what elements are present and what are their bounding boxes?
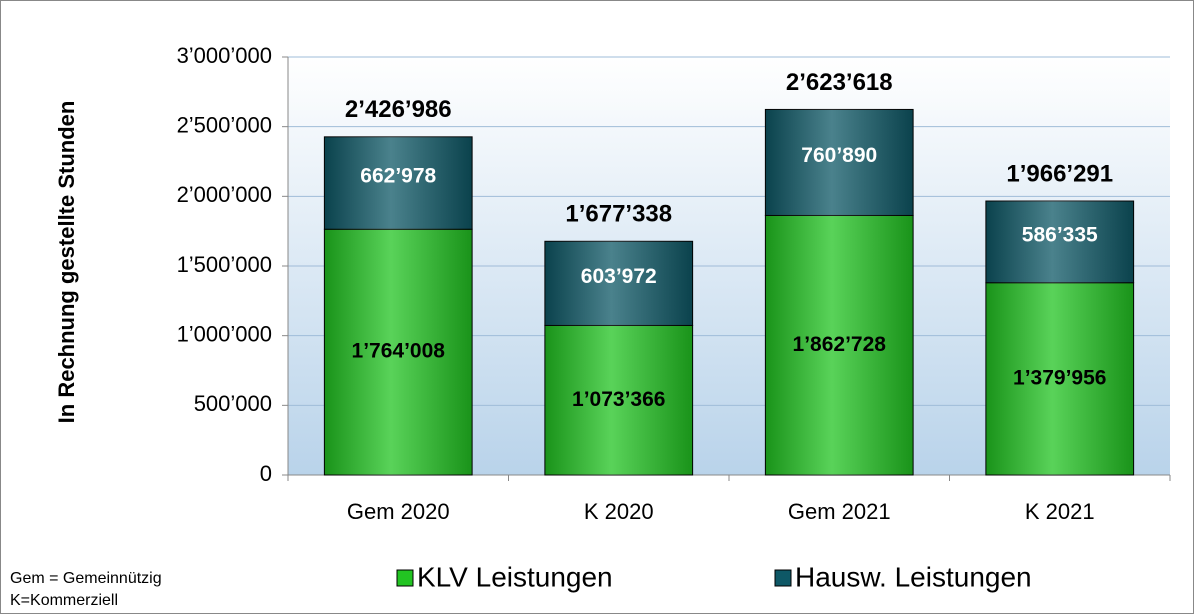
value-label: 662’978 (360, 165, 436, 188)
y-tick-label: 1’500’000 (177, 252, 272, 277)
y-tick-label: 1’000’000 (177, 321, 272, 346)
footnote: K=Kommerziell (10, 592, 118, 609)
y-tick-label: 500’000 (194, 391, 272, 416)
total-label: 1’677’338 (565, 201, 672, 228)
legend-swatch (396, 569, 414, 587)
legend-swatch (774, 569, 792, 587)
legend-label: Hausw. Leistungen (795, 561, 1032, 592)
total-label: 2’623’618 (786, 69, 893, 96)
x-tick-label: Gem 2021 (788, 499, 891, 524)
total-label: 1’966’291 (1006, 160, 1113, 187)
value-label: 1’862’728 (793, 333, 887, 356)
value-label: 1’073’366 (572, 388, 665, 411)
value-label: 760’890 (801, 144, 877, 167)
value-label: 1’379’956 (1013, 366, 1106, 389)
y-tick-label: 3’000’000 (177, 43, 272, 68)
y-tick-label: 2’500’000 (177, 112, 272, 137)
y-tick-label: 0 (260, 461, 272, 486)
value-label: 586’335 (1022, 223, 1098, 246)
legend-label: KLV Leistungen (417, 561, 613, 592)
footnote: Gem = Gemeinnützig (10, 570, 162, 587)
value-label: 603’972 (581, 265, 657, 288)
x-tick-label: Gem 2020 (347, 499, 450, 524)
value-label: 1’764’008 (352, 340, 446, 363)
x-tick-label: K 2020 (584, 499, 654, 524)
total-label: 2’426’986 (345, 96, 452, 123)
x-tick-label: K 2021 (1025, 499, 1095, 524)
y-tick-label: 2’000’000 (177, 182, 272, 207)
y-axis-label: In Rechnung gestellte Stunden (54, 101, 79, 424)
